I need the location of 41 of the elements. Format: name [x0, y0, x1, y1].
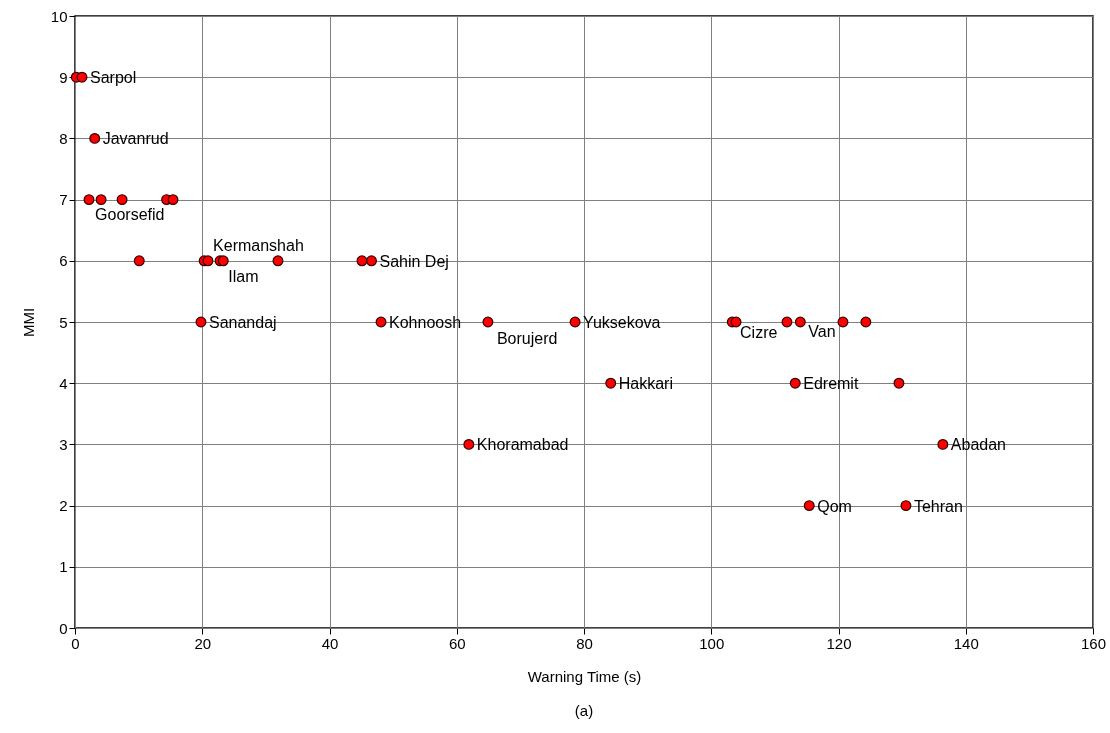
annotation: Sanandaj — [208, 314, 277, 331]
x-tick-label: 60 — [448, 634, 466, 652]
y-tick-label: 7 — [59, 191, 68, 209]
annotation: Borujerd — [496, 330, 558, 347]
annotation: Edremit — [803, 375, 859, 393]
x-tick-label: 40 — [321, 634, 339, 652]
annotation: Goorsefid — [95, 205, 165, 223]
y-tick-label: 10 — [50, 7, 68, 25]
x-tick-label: 120 — [826, 634, 852, 652]
y-tick-label: 3 — [59, 435, 68, 453]
annotation: Kermanshah — [213, 236, 304, 254]
annotation: Hakkari — [618, 375, 673, 393]
annotation: Kohnoosh — [389, 314, 462, 331]
annotation: Tehran — [913, 497, 963, 515]
annotation: Van — [808, 323, 836, 340]
y-tick-label: 8 — [59, 129, 68, 147]
x-tick-label: 20 — [194, 634, 212, 652]
x-tick-label: 100 — [699, 634, 725, 652]
annotation: Sarpol — [90, 69, 137, 87]
y-tick-label: 4 — [59, 374, 68, 392]
x-tick-label: 140 — [953, 634, 979, 652]
text: (a) — [574, 702, 594, 719]
annotation: Khoramabad — [476, 436, 569, 454]
y-tick-label: 1 — [59, 558, 68, 576]
x-tick-label: 0 — [71, 634, 80, 652]
y-tick-label: 5 — [59, 313, 68, 331]
annotation: Javanrud — [102, 130, 169, 148]
y-tick-label: 2 — [59, 497, 68, 515]
y-axis-title: MMI — [19, 307, 37, 338]
x-axis-title: Warning Time (s) — [527, 667, 642, 685]
annotation: Yuksekova — [583, 314, 661, 331]
y-tick-label: 6 — [59, 252, 68, 270]
annotation: Ilam — [228, 267, 259, 285]
x-tick-label: 80 — [576, 634, 593, 652]
annotation: Abadan — [950, 436, 1007, 454]
x-tick-label: 160 — [1080, 634, 1107, 652]
y-tick-label: 9 — [59, 68, 68, 86]
y-tick-label: 0 — [59, 619, 68, 637]
annotation: Sahin Dej — [379, 252, 449, 270]
annotation: Cizre — [740, 324, 778, 341]
annotation: Qom — [817, 497, 852, 515]
